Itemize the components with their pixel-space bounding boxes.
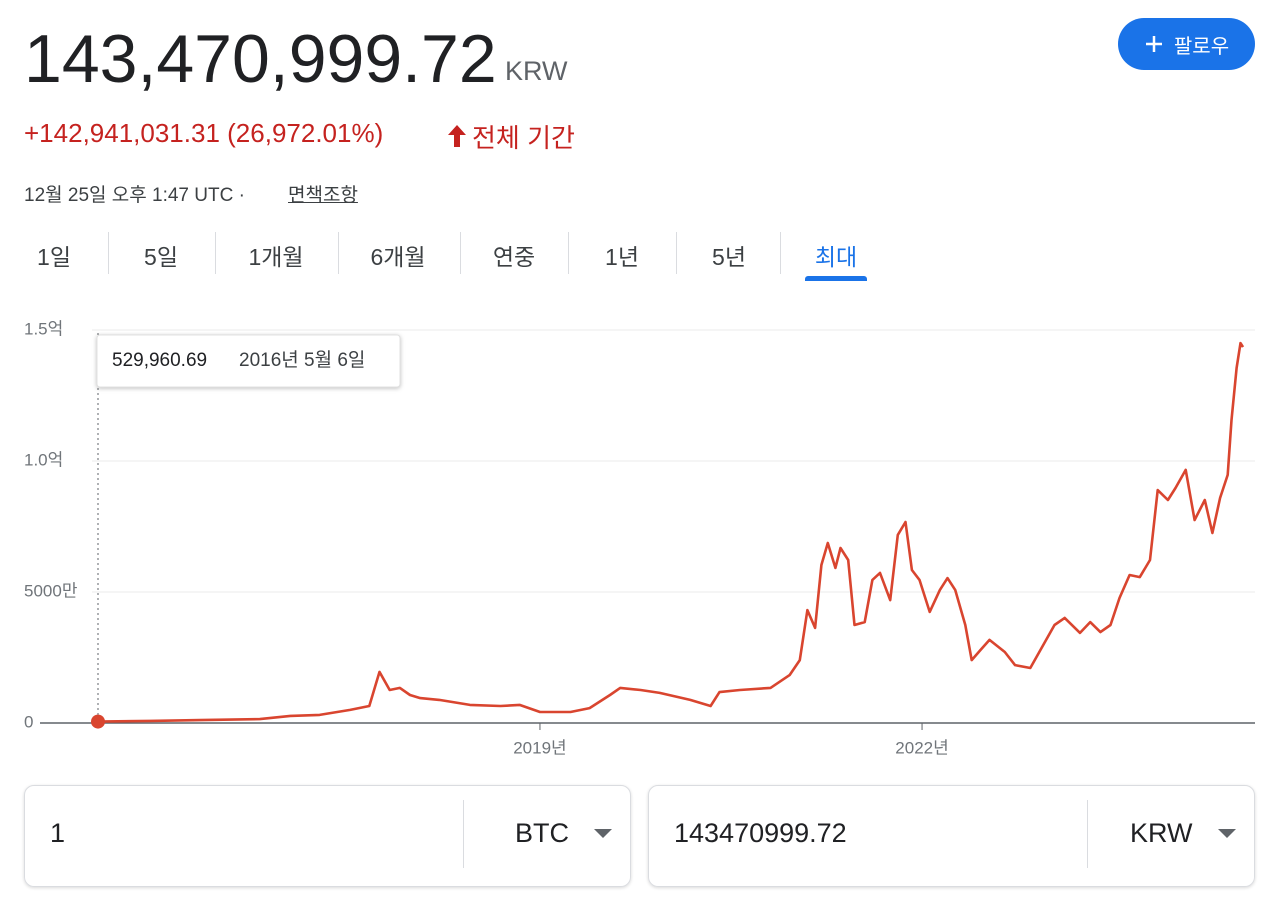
y-tick-label: 5000만 <box>24 581 78 600</box>
divider <box>463 800 464 868</box>
chart: 0 5000만 1.0억 1.5억 2019년 2022년 529,960.69 2016년 … <box>24 319 1255 757</box>
plus-icon <box>1145 36 1162 52</box>
tooltip: 529,960.69 2016년 5월 6일 <box>96 334 401 388</box>
tab-indicator <box>805 276 867 281</box>
tab[interactable]: 1개월 <box>248 244 304 270</box>
to-amount[interactable]: 143470999.72 <box>674 818 847 848</box>
change: +142,941,031.31 (26,972.01%) <box>24 118 384 148</box>
up-arrow <box>448 125 466 147</box>
tab[interactable]: 1일 <box>37 244 71 270</box>
from-box[interactable] <box>24 785 631 887</box>
x-tick-label: 2019년 <box>513 738 566 757</box>
from-currency[interactable]: BTC <box>515 818 569 848</box>
tab-separator <box>215 232 216 274</box>
follow-button[interactable]: 팔로우 <box>1118 18 1255 70</box>
tooltip-box <box>96 334 401 388</box>
disclaimer-link[interactable]: 면책조항 <box>288 185 358 206</box>
tab-separator <box>780 232 781 274</box>
price-line <box>97 341 1245 723</box>
price: 143,470,999.72 <box>24 21 497 97</box>
tab[interactable]: 최대 <box>814 244 858 270</box>
to-box[interactable] <box>648 785 1255 887</box>
period: 전체 기간 <box>472 123 575 153</box>
dropdown-icon[interactable] <box>594 829 612 839</box>
to-currency[interactable]: KRW <box>1130 818 1193 848</box>
tab-separator <box>108 232 109 274</box>
timestamp: 12월 25일 오후 1:47 UTC · <box>24 185 245 206</box>
tab-separator <box>676 232 677 274</box>
y-tick-label: 0 <box>24 712 33 731</box>
tab[interactable]: 연중 <box>492 244 536 270</box>
tooltip-value: 529,960.69 <box>112 350 207 371</box>
tab-separator <box>568 232 569 274</box>
tab[interactable]: 1년 <box>605 244 639 270</box>
tab[interactable]: 5일 <box>144 244 178 270</box>
y-tick-label: 1.5억 <box>24 319 63 338</box>
tab-separator <box>460 232 461 274</box>
follow-label: 팔로우 <box>1173 35 1230 58</box>
hover-point <box>91 714 105 729</box>
divider <box>1087 800 1088 868</box>
dropdown-icon[interactable] <box>1218 829 1236 839</box>
currency: KRW <box>505 56 568 86</box>
x-tick-label: 2022년 <box>895 738 948 757</box>
tab-separator <box>338 232 339 274</box>
tooltip-date: 2016년 5월 6일 <box>239 349 365 371</box>
tab[interactable]: 5년 <box>712 244 746 270</box>
y-tick-label: 1.0억 <box>24 450 63 469</box>
from-amount[interactable]: 1 <box>50 818 66 848</box>
tab[interactable]: 6개월 <box>370 244 426 270</box>
